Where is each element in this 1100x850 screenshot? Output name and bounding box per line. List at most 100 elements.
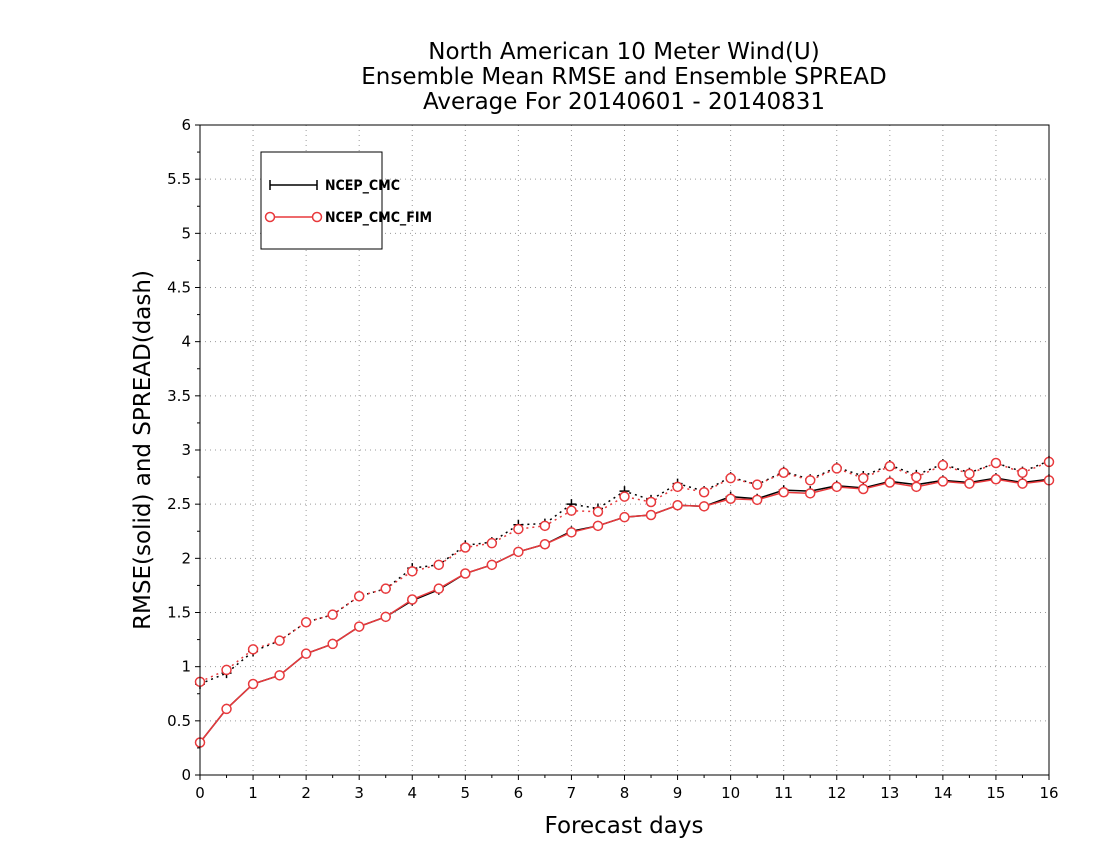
- data-point-ncep-cmc-fim-spread: [990, 457, 1002, 469]
- chart-title-line-3: Average For 20140601 - 20140831: [423, 89, 825, 115]
- y-tick-label: 0.5: [167, 712, 191, 730]
- data-point-ncep-cmc-fim-rmse: [964, 478, 975, 489]
- x-tick-label: 6: [514, 784, 524, 802]
- data-point-ncep-cmc-fim-spread: [964, 468, 975, 480]
- chart-title-line-2: Ensemble Mean RMSE and Ensemble SPREAD: [361, 64, 886, 90]
- x-tick-label: 4: [407, 784, 417, 802]
- legend: NCEP_CMC NCEP_CMC_FIM: [260, 151, 432, 250]
- data-point-ncep-cmc-fim-spread: [778, 467, 789, 478]
- legend-marker-plus: [269, 180, 318, 190]
- x-tick-label: 1: [248, 784, 258, 802]
- data-point-ncep-cmc-fim-rmse: [645, 509, 657, 521]
- data-point-ncep-cmc-fim-spread: [698, 487, 710, 498]
- data-point-ncep-cmc-fim-spread: [300, 617, 312, 628]
- data-point-ncep-cmc-fim-rmse: [247, 678, 259, 690]
- grid: [200, 125, 1049, 775]
- data-point-ncep-cmc-fim-rmse: [407, 594, 418, 605]
- series-layer: [194, 455, 1055, 748]
- data-point-ncep-cmc-fim-rmse: [778, 487, 789, 498]
- axis-ticks: 0 1 2 3 4 5 6 7 8 9 10 11 12 13 14 15 1600.511.522.533.5…: [167, 116, 1058, 802]
- data-point-ncep-cmc-fim-rmse: [804, 488, 816, 499]
- data-point-ncep-cmc-fim-spread: [407, 566, 418, 577]
- legend-marker-circle: [311, 211, 323, 223]
- data-point-ncep-cmc-fim-rmse: [619, 511, 630, 523]
- data-point-ncep-cmc-fim-rmse: [911, 481, 922, 493]
- data-point-ncep-cmc-fim-rmse: [274, 670, 285, 681]
- x-tick-label: 10: [721, 784, 740, 802]
- data-point-ncep-cmc-fim-spread: [1017, 467, 1028, 478]
- data-point-ncep-cmc-fim-spread: [858, 472, 869, 484]
- data-point-ncep-cmc-fim-spread: [274, 635, 285, 646]
- data-point-ncep-cmc-fim-rmse: [433, 583, 445, 594]
- data-point-ncep-cmc-fim-rmse: [725, 493, 736, 504]
- y-tick-label: 2.5: [167, 495, 191, 513]
- data-point-ncep-cmc-fim-rmse: [831, 481, 842, 493]
- x-tick-label: 13: [880, 784, 899, 802]
- data-point-ncep-cmc-fim-spread: [884, 461, 896, 472]
- x-tick-label: 11: [774, 784, 793, 802]
- data-point-ncep-cmc-fim-spread: [353, 591, 365, 602]
- data-point-ncep-cmc-fim-rmse: [221, 703, 232, 715]
- data-point-ncep-cmc-fim-rmse: [539, 539, 551, 550]
- data-point-ncep-cmc-fim-rmse: [380, 611, 391, 623]
- y-tick-label: 3.5: [167, 387, 191, 405]
- data-point-ncep-cmc-fim-spread: [831, 463, 842, 474]
- x-tick-label: 2: [301, 784, 311, 802]
- data-point-ncep-cmc-fim-rmse: [353, 621, 365, 632]
- data-point-ncep-cmc-fim-spread: [566, 505, 577, 516]
- x-tick-label: 15: [986, 784, 1005, 802]
- y-tick-label: 3: [181, 441, 191, 459]
- data-point-ncep-cmc-fim-rmse: [592, 520, 604, 532]
- data-point-ncep-cmc-fim-spread: [327, 609, 338, 620]
- chart-title-line-1: North American 10 Meter Wind(U): [428, 39, 820, 65]
- data-point-ncep-cmc-fim-rmse: [513, 546, 524, 558]
- y-tick-label: 4: [181, 333, 191, 351]
- legend-marker-circle: [264, 211, 276, 223]
- data-point-ncep-cmc-fim-spread: [486, 537, 498, 549]
- data-point-ncep-cmc-fim-rmse: [1017, 478, 1028, 489]
- data-point-ncep-cmc-fim-rmse: [698, 501, 710, 512]
- data-point-ncep-cmc-fim-spread: [619, 491, 630, 502]
- y-tick-label: 6: [181, 116, 191, 134]
- x-tick-label: 9: [673, 784, 683, 802]
- legend-box: [260, 151, 383, 250]
- data-point-ncep-cmc-fim-rmse: [327, 638, 338, 650]
- y-tick-label: 0: [181, 766, 191, 784]
- x-tick-label: 8: [620, 784, 630, 802]
- data-point-ncep-cmc-fim-spread: [247, 644, 259, 655]
- x-tick-label: 7: [567, 784, 577, 802]
- data-point-ncep-cmc-fim-spread: [804, 475, 816, 486]
- data-point-ncep-cmc-fim-spread: [725, 472, 736, 484]
- legend-label-ncep-cmc: NCEP_CMC: [325, 178, 400, 194]
- x-tick-label: 12: [827, 784, 846, 802]
- x-tick-label: 5: [461, 784, 471, 802]
- data-point-ncep-cmc-fim-spread: [592, 506, 604, 517]
- data-point-ncep-cmc-fim-spread: [460, 542, 471, 553]
- data-point-ncep-cmc-fim-spread: [937, 459, 949, 471]
- data-point-ncep-cmc-fim-rmse: [566, 527, 577, 538]
- data-point-ncep-cmc-fim-rmse: [858, 483, 869, 495]
- data-point-ncep-cmc-fim-spread: [433, 559, 445, 571]
- data-point-ncep-cmc-fim-spread: [751, 479, 763, 490]
- data-point-ncep-cmc-fim-rmse: [884, 477, 896, 488]
- y-tick-label: 5: [181, 224, 191, 242]
- data-point-ncep-cmc-fim-spread: [513, 523, 524, 535]
- y-tick-label: 1.5: [167, 604, 191, 622]
- x-tick-label: 14: [933, 784, 952, 802]
- data-point-ncep-cmc-fim-spread: [645, 496, 657, 508]
- legend-label-ncep-cmc-fim: NCEP_CMC_FIM: [325, 210, 432, 226]
- data-point-ncep-cmc-fim-spread: [539, 520, 551, 532]
- data-point-ncep-cmc-fim-spread: [672, 481, 683, 493]
- x-tick-label: 16: [1039, 784, 1058, 802]
- x-tick-label: 0: [195, 784, 205, 802]
- x-axis-label: Forecast days: [545, 813, 704, 839]
- data-point-ncep-cmc-fim-rmse: [990, 474, 1002, 485]
- data-point-ncep-cmc-fim-rmse: [460, 568, 471, 579]
- y-axis-label: RMSE(solid) and SPREAD(dash): [130, 270, 156, 630]
- data-point-ncep-cmc-fim-rmse: [300, 648, 312, 659]
- data-point-ncep-cmc-fim-rmse: [751, 494, 763, 506]
- y-tick-label: 5.5: [167, 170, 191, 188]
- x-tick-label: 3: [354, 784, 364, 802]
- y-tick-label: 1: [181, 658, 191, 676]
